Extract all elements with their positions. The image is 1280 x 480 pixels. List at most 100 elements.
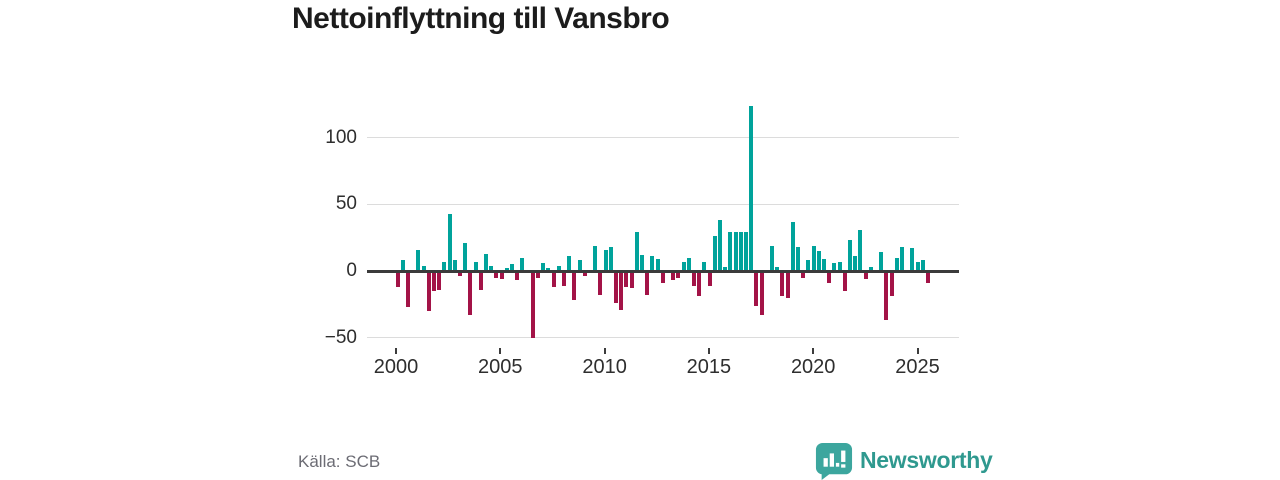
bar-positive	[483, 253, 488, 271]
x-axis-label: 2000	[373, 356, 419, 378]
bar-negative	[468, 271, 473, 315]
bar-negative	[660, 271, 665, 283]
bar-positive	[879, 252, 884, 271]
bar-positive	[509, 264, 514, 271]
bar-positive	[686, 257, 691, 271]
bar-positive	[728, 232, 733, 271]
bar-negative	[582, 271, 587, 277]
bar-positive	[816, 251, 821, 271]
bar-positive	[858, 229, 863, 271]
x-axis-label: 2010	[582, 356, 627, 378]
bar-negative	[494, 271, 499, 278]
bar-positive	[400, 260, 405, 271]
bar-positive	[556, 265, 561, 271]
bar-negative	[785, 271, 790, 298]
bar-positive	[712, 236, 717, 271]
bar-positive	[650, 256, 655, 271]
bar-positive	[634, 232, 639, 271]
x-axis-tick	[707, 348, 710, 354]
bar-negative	[645, 271, 650, 295]
bar-positive	[608, 247, 613, 271]
bar-positive	[837, 261, 842, 271]
bar-positive	[738, 232, 743, 271]
bar-positive	[821, 259, 826, 271]
gridline--50	[367, 337, 959, 339]
newsworthy-logo: Newsworthy	[815, 442, 993, 480]
bar-positive	[421, 265, 426, 271]
bar-positive	[577, 260, 582, 271]
bar-positive	[593, 245, 598, 271]
source-label: Källa: SCB	[298, 452, 381, 471]
bar-negative	[780, 271, 785, 297]
x-axis-label: 2005	[478, 356, 523, 378]
x-axis-tick	[499, 348, 502, 354]
bar-positive	[681, 261, 686, 271]
bar-positive	[603, 249, 608, 271]
bar-positive	[447, 213, 452, 271]
bar-positive	[489, 265, 494, 271]
bar-positive	[743, 232, 748, 271]
bar-positive	[717, 220, 722, 271]
bar-positive	[416, 249, 421, 271]
bar-positive	[910, 248, 915, 271]
bar-negative	[426, 271, 431, 311]
zero-axis-line	[367, 269, 959, 273]
y-axis-label: −50	[324, 326, 357, 348]
bar-negative	[551, 271, 556, 287]
bar-positive	[655, 259, 660, 271]
bar-negative	[561, 271, 566, 286]
x-axis-tick	[395, 348, 397, 354]
bar-negative	[925, 271, 930, 283]
bar-negative	[676, 271, 681, 278]
bar-negative	[437, 271, 442, 290]
bar-positive	[442, 261, 447, 271]
bar-negative	[405, 271, 410, 307]
bar-positive	[541, 263, 546, 271]
bar-positive	[733, 232, 738, 271]
bar-positive	[832, 263, 837, 271]
bar-positive	[790, 221, 795, 271]
bar-negative	[889, 271, 894, 297]
bar-negative	[697, 271, 702, 297]
bar-negative	[624, 271, 629, 287]
bar-negative	[613, 271, 618, 303]
bar-negative	[530, 271, 535, 338]
x-axis-label: 2020	[790, 356, 836, 378]
bar-negative	[754, 271, 759, 306]
bar-negative	[619, 271, 624, 310]
bar-negative	[395, 271, 400, 287]
bar-positive	[868, 267, 873, 271]
newsworthy-logo-icon	[815, 442, 853, 480]
bar-positive	[795, 247, 800, 271]
bar-positive	[853, 256, 858, 271]
bar-negative	[759, 271, 764, 315]
y-axis-label: 50	[335, 193, 357, 215]
y-axis-label: 100	[325, 126, 357, 148]
x-axis-tick	[603, 348, 606, 354]
y-axis-label: 0	[346, 260, 357, 281]
bar-negative	[457, 271, 462, 277]
bar-positive	[749, 105, 754, 271]
bar-positive	[463, 243, 468, 271]
bar-positive	[894, 257, 899, 271]
x-axis-tick	[812, 348, 815, 354]
bar-negative	[827, 271, 832, 283]
bar-negative	[842, 271, 847, 291]
bar-positive	[567, 256, 572, 271]
chart-title: Nettoinflyttning till Vansbro	[292, 2, 670, 35]
bar-positive	[769, 245, 774, 271]
bar-positive	[811, 245, 816, 271]
x-axis-tick	[916, 348, 919, 354]
bar-positive	[520, 257, 525, 271]
x-axis-label: 2015	[686, 356, 732, 378]
bar-positive	[915, 261, 920, 271]
bar-negative	[863, 271, 868, 279]
bar-negative	[478, 271, 483, 290]
bar-positive	[452, 260, 457, 271]
bar-positive	[920, 260, 925, 271]
bar-negative	[707, 271, 712, 286]
gridline-100	[367, 137, 959, 139]
bar-positive	[702, 261, 707, 271]
bar-negative	[515, 271, 520, 281]
